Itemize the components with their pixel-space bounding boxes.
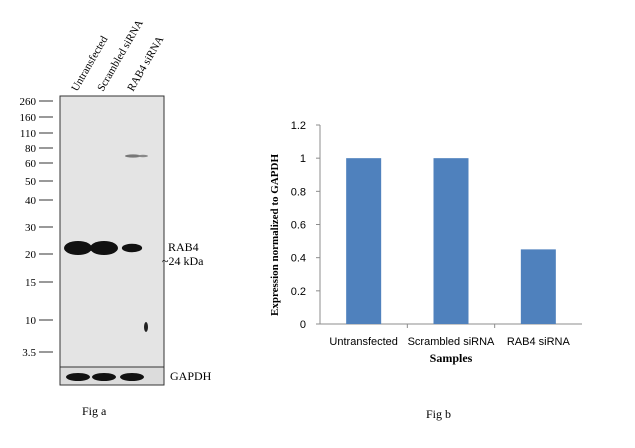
bar bbox=[520, 249, 556, 324]
x-tick-label: Scrambled siRNA bbox=[408, 336, 495, 348]
y-tick-label: 0.8 bbox=[291, 186, 306, 198]
figure-b-caption: Fig b bbox=[426, 407, 451, 421]
figure-a-caption: Fig a bbox=[82, 404, 107, 418]
bar bbox=[346, 158, 382, 324]
y-axis-title: Expression normalized to GAPDH bbox=[269, 154, 281, 316]
gapdh-label: GAPDH bbox=[170, 369, 212, 383]
mw-marker-label: 160 bbox=[20, 112, 37, 124]
molecular-weight-markers: 260 160 110 80 60 50 40 30 20 15 10 3.5 bbox=[20, 96, 53, 359]
mw-marker-label: 50 bbox=[25, 176, 37, 188]
y-tick-label: 0.6 bbox=[291, 220, 306, 232]
gapdh-band bbox=[92, 373, 116, 381]
artifact-spot bbox=[144, 322, 148, 332]
gapdh-bands bbox=[66, 373, 144, 381]
y-tick-label: 0 bbox=[300, 319, 306, 331]
nonspecific-band bbox=[138, 154, 148, 158]
mw-marker-label: 80 bbox=[25, 143, 37, 155]
x-axis-ticks: Untransfected Scrambled siRNA RAB4 siRNA bbox=[329, 324, 570, 348]
mw-marker-label: 30 bbox=[25, 222, 37, 234]
x-tick-label: RAB4 siRNA bbox=[507, 336, 571, 348]
x-axis-title: Samples bbox=[430, 351, 473, 365]
rab4-band bbox=[121, 243, 143, 253]
gapdh-band bbox=[66, 373, 90, 381]
rab4-band bbox=[64, 241, 92, 255]
y-axis-ticks: 0 0.2 0.4 0.6 0.8 1 1.2 bbox=[291, 120, 320, 331]
mw-marker-label: 20 bbox=[25, 249, 37, 261]
gapdh-band bbox=[120, 373, 144, 381]
y-tick-label: 0.4 bbox=[291, 253, 306, 265]
mw-marker-label: 15 bbox=[25, 277, 37, 289]
x-tick-label: Untransfected bbox=[329, 336, 397, 348]
y-tick-label: 1 bbox=[300, 153, 306, 165]
mw-marker-label: 110 bbox=[20, 128, 37, 140]
bar bbox=[433, 158, 469, 324]
mw-marker-label: 3.5 bbox=[22, 347, 36, 359]
mw-marker-label: 40 bbox=[25, 195, 37, 207]
mw-marker-label: 60 bbox=[25, 158, 37, 170]
bars bbox=[346, 158, 556, 324]
y-tick-label: 0.2 bbox=[291, 286, 306, 298]
target-size-label: ~24 kDa bbox=[162, 254, 204, 268]
nonspecific-band bbox=[125, 154, 141, 158]
y-tick-label: 1.2 bbox=[291, 120, 306, 132]
mw-marker-label: 260 bbox=[20, 96, 37, 108]
mw-marker-label: 10 bbox=[25, 315, 37, 327]
target-label: RAB4 bbox=[168, 240, 199, 254]
blot-bands bbox=[64, 241, 143, 255]
rab4-band bbox=[90, 241, 118, 255]
